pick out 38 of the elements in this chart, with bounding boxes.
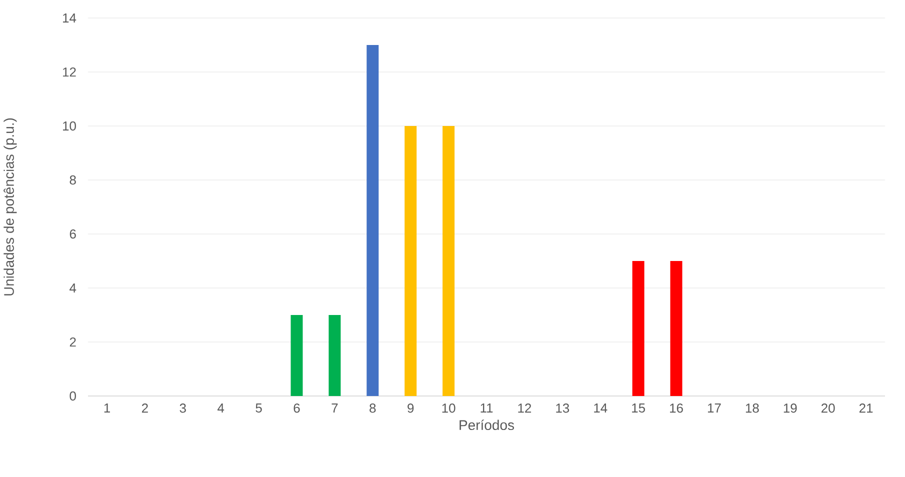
y-axis-title: Unidades de potências (p.u.) [4,118,17,296]
x-tick-label: 9 [408,404,414,413]
bar [670,260,682,396]
x-tick-label: 7 [332,404,338,412]
y-tick-label: 4 [70,284,76,292]
bar [442,126,455,396]
y-tick-label: 14 [62,14,76,22]
y-tick-label: 12 [62,67,76,77]
x-tick-label: 16 [670,404,683,413]
y-tick-label: 6 [70,229,76,239]
x-tick-label: 12 [518,404,532,413]
bar [404,126,417,396]
y-tick-label: 2 [70,337,76,347]
x-tick-label: 20 [822,404,835,413]
x-tick-label: 21 [859,404,873,413]
x-tick-label: 4 [218,404,224,412]
x-tick-label: 8 [370,404,376,413]
x-tick-label: 6 [294,404,300,413]
x-tick-label: 11 [480,404,493,412]
y-tick-label: 8 [70,175,76,185]
x-tick-label: 17 [708,404,721,412]
x-tick-label: 1 [104,404,110,412]
x-tick-label: 19 [784,404,797,413]
bar [290,315,303,396]
y-tick-label: 0 [70,391,76,401]
x-axis-title: Períodos [460,420,514,430]
bar [632,260,644,396]
x-tick-label: 13 [556,404,570,413]
x-tick-label: 15 [632,404,645,413]
x-tick-label: 5 [256,404,262,413]
x-tick-label: 14 [594,404,608,412]
y-tick-label: 10 [62,121,76,131]
x-tick-label: 18 [746,404,759,413]
bar [366,44,379,396]
x-tick-label: 10 [442,404,456,413]
bar [328,315,341,396]
x-tick-label: 2 [142,404,148,413]
x-tick-label: 3 [180,404,186,413]
